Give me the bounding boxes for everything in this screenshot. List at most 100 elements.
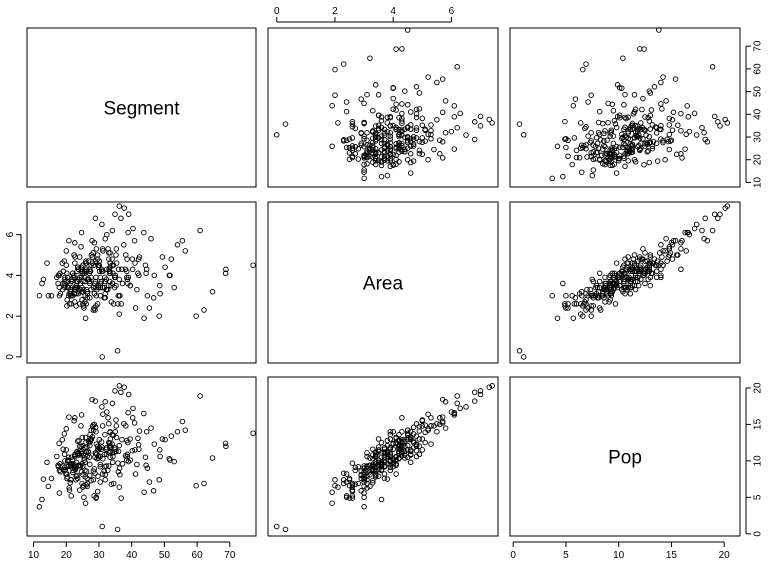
data-point xyxy=(611,117,618,124)
data-point xyxy=(387,152,394,158)
tick-label: 70 xyxy=(224,550,236,561)
data-point xyxy=(387,163,394,170)
data-point xyxy=(370,463,376,470)
data-point xyxy=(570,315,577,321)
data-point xyxy=(701,129,707,136)
data-point xyxy=(44,260,50,266)
data-point xyxy=(384,153,391,159)
data-point xyxy=(717,123,723,129)
data-point xyxy=(399,148,405,155)
data-point xyxy=(48,292,55,299)
data-point xyxy=(596,278,603,285)
data-point xyxy=(662,156,668,163)
data-point xyxy=(399,443,405,450)
data-point xyxy=(124,457,130,463)
tick-label: 2 xyxy=(5,313,16,319)
data-point xyxy=(131,237,138,244)
data-point xyxy=(75,450,82,457)
data-point xyxy=(587,139,593,146)
data-point xyxy=(361,136,367,142)
data-point xyxy=(78,229,85,236)
data-point xyxy=(393,152,399,159)
data-point xyxy=(77,463,84,470)
data-point xyxy=(361,465,367,471)
data-point xyxy=(593,150,600,156)
data-point xyxy=(621,102,627,108)
panel-frame xyxy=(26,376,257,537)
data-point xyxy=(428,441,434,447)
tick-label: 40 xyxy=(126,550,138,561)
panel-segment-vs-segment: Segment xyxy=(26,27,257,188)
data-point xyxy=(434,117,440,123)
data-point xyxy=(159,436,166,442)
tick-label: 10 xyxy=(752,176,763,188)
data-point xyxy=(626,266,632,273)
data-point xyxy=(614,284,621,291)
data-point xyxy=(123,252,129,258)
tick-label: 20 xyxy=(61,550,73,561)
data-point xyxy=(61,280,68,287)
data-point xyxy=(146,479,153,485)
data-point xyxy=(634,278,641,285)
data-point xyxy=(83,301,89,307)
data-point xyxy=(107,436,114,442)
data-point xyxy=(370,129,376,135)
data-point xyxy=(121,205,127,211)
data-point xyxy=(625,114,631,121)
data-point xyxy=(393,440,399,447)
panel-pop-vs-area xyxy=(267,376,499,537)
data-point xyxy=(343,144,350,151)
data-point xyxy=(141,410,147,417)
data-point xyxy=(419,122,426,128)
data-point xyxy=(451,114,458,120)
data-point xyxy=(72,260,78,266)
data-point xyxy=(434,79,440,86)
tick-label: 50 xyxy=(752,86,763,98)
data-point xyxy=(117,471,123,478)
data-point xyxy=(608,292,615,299)
data-point xyxy=(588,292,594,299)
panel-frame xyxy=(26,27,257,188)
data-point xyxy=(119,266,125,273)
data-point xyxy=(87,295,93,301)
data-point xyxy=(701,235,707,242)
data-point xyxy=(616,144,623,151)
data-point xyxy=(399,115,405,122)
data-point xyxy=(72,240,78,246)
data-point xyxy=(471,398,478,404)
data-point xyxy=(107,428,113,435)
data-point xyxy=(107,260,113,266)
data-point xyxy=(627,290,634,297)
data-point xyxy=(222,440,229,447)
data-point xyxy=(372,151,379,157)
data-point xyxy=(83,448,89,455)
data-point xyxy=(404,430,411,436)
data-point xyxy=(641,161,647,168)
data-point xyxy=(563,136,569,142)
data-point xyxy=(361,119,367,126)
data-point xyxy=(602,274,608,281)
data-point xyxy=(103,276,110,283)
data-point xyxy=(370,480,376,486)
data-point xyxy=(378,133,385,139)
tick-label: 0 xyxy=(510,550,516,561)
data-point xyxy=(407,170,414,176)
data-point xyxy=(372,138,379,144)
data-point xyxy=(428,122,434,128)
data-point xyxy=(622,284,628,291)
data-point xyxy=(645,276,651,283)
data-point xyxy=(653,274,660,281)
data-point xyxy=(724,120,731,126)
data-point xyxy=(332,92,338,98)
data-point xyxy=(76,276,82,283)
data-point xyxy=(71,418,77,424)
data-point xyxy=(273,523,280,530)
data-point xyxy=(82,500,89,506)
data-point xyxy=(343,137,350,144)
data-point xyxy=(102,399,108,405)
data-point xyxy=(637,266,643,273)
data-point xyxy=(80,262,86,268)
data-point xyxy=(620,55,626,61)
data-point xyxy=(117,292,123,299)
data-point xyxy=(182,248,189,254)
